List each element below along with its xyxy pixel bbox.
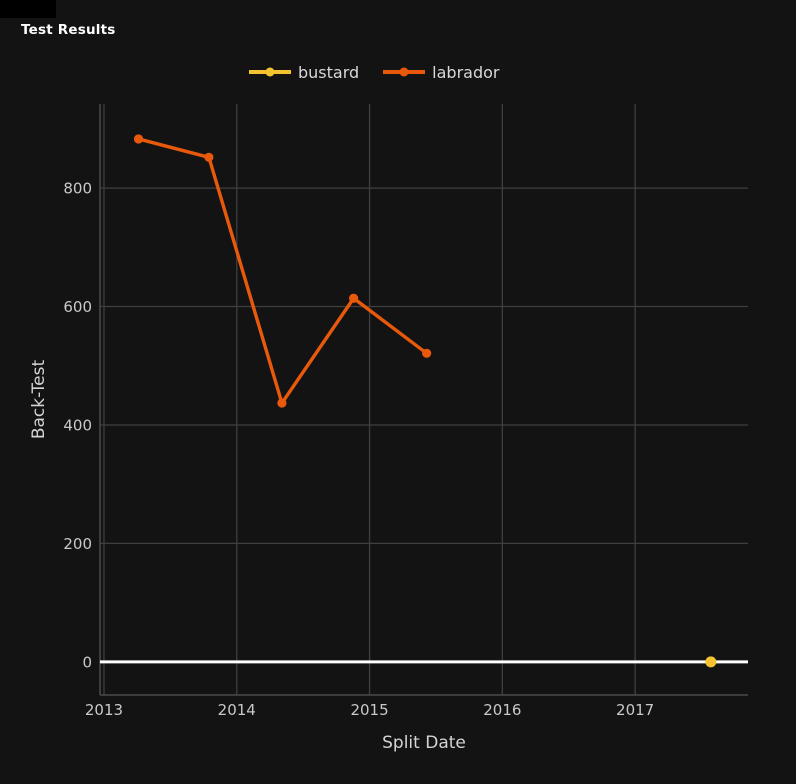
x-tick-label-2013: 2013	[85, 701, 123, 719]
legend-marker-bustard-icon	[249, 70, 291, 74]
series-line-labrador	[136, 137, 429, 405]
y-tick-label-400: 400	[63, 416, 92, 434]
legend-label-bustard: bustard	[298, 62, 360, 82]
y-tick-label-0: 0	[82, 653, 92, 671]
x-axis-title: Split Date	[382, 733, 466, 753]
legend-item-labrador[interactable]: labrador	[383, 63, 499, 82]
corner-artifact	[0, 0, 56, 18]
y-tick-label-600: 600	[63, 298, 92, 316]
data-point-labrador-4[interactable]	[422, 348, 432, 358]
x-tick-label-2017: 2017	[616, 701, 654, 719]
data-point-bustard-0[interactable]	[705, 656, 717, 668]
chart-title: Test Results	[21, 22, 116, 38]
x-tick-label-2015: 2015	[350, 701, 388, 719]
legend-item-bustard[interactable]: bustard	[249, 63, 359, 82]
legend-marker-labrador-icon	[383, 70, 426, 74]
y-tick-label-800: 800	[63, 180, 92, 198]
data-point-labrador-2[interactable]	[277, 398, 287, 408]
data-point-labrador-1[interactable]	[204, 152, 214, 162]
y-tick-label-200: 200	[63, 535, 92, 553]
y-axis-title: Back-Test	[29, 360, 49, 440]
x-tick-label-2014: 2014	[218, 701, 256, 719]
data-point-labrador-3[interactable]	[349, 293, 359, 303]
x-tick-label-2016: 2016	[483, 701, 521, 719]
data-point-labrador-0[interactable]	[133, 134, 144, 144]
legend: bustard labrador	[249, 61, 499, 83]
legend-label-labrador: labrador	[432, 62, 500, 82]
